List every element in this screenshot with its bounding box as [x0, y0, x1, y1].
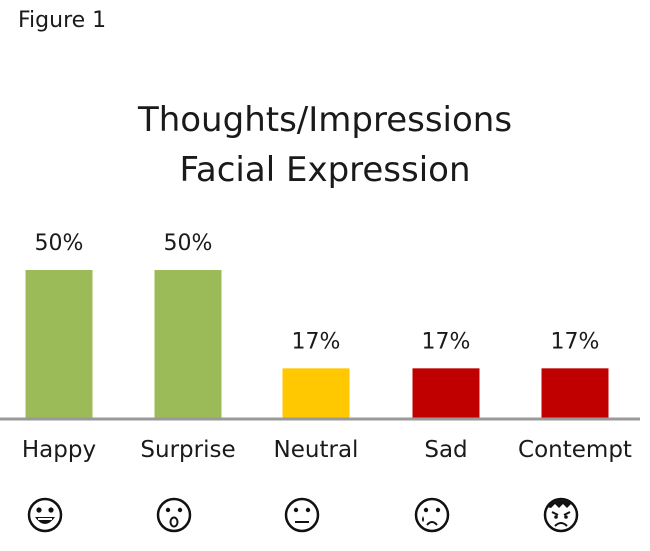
bar-sad — [412, 368, 480, 419]
bar-neutral — [282, 368, 350, 419]
value-label: 50% — [164, 231, 213, 256]
angry-face-icon — [543, 497, 579, 533]
crying-face-icon — [414, 497, 450, 533]
neutral-face-icon — [284, 497, 320, 533]
grinning-face-icon — [27, 497, 63, 533]
category-label: Surprise — [140, 437, 235, 463]
value-label: 50% — [35, 231, 84, 256]
chart-subtitle: Facial Expression — [179, 150, 471, 190]
category-label: Happy — [22, 437, 96, 463]
category-label: Sad — [424, 437, 467, 463]
value-label: 17% — [551, 329, 600, 354]
figure-label: Figure 1 — [18, 8, 107, 33]
category-label: Contempt — [518, 437, 632, 463]
value-label: 17% — [292, 329, 341, 354]
bar-surprise — [154, 270, 222, 419]
value-label: 17% — [422, 329, 471, 354]
category-label: Neutral — [274, 437, 359, 463]
chart-title: Thoughts/Impressions — [137, 100, 513, 140]
surprised-face-icon — [156, 497, 192, 533]
bar-contempt — [541, 368, 609, 419]
bar-happy — [25, 270, 93, 419]
